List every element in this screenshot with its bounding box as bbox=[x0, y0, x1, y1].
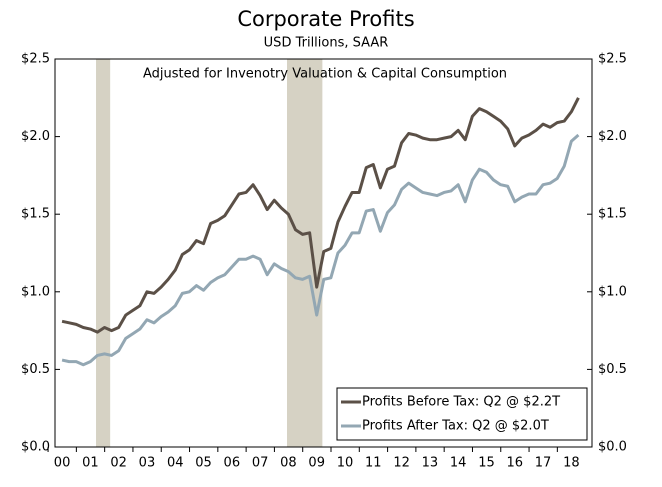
x-tick-label: 07 bbox=[252, 456, 269, 471]
legend-box bbox=[336, 387, 588, 441]
y-tick-label: $1.5 bbox=[21, 207, 50, 222]
legend-label: Profits After Tax: Q2 @ $2.0T bbox=[362, 419, 549, 434]
x-tick-label: 13 bbox=[422, 456, 439, 471]
y2-tick-label: $0.0 bbox=[598, 440, 627, 455]
y-tick-label: $2.0 bbox=[21, 129, 50, 144]
chart-title: Corporate Profits bbox=[237, 7, 414, 31]
y-tick-label: $0.0 bbox=[21, 440, 50, 455]
series-line bbox=[61, 133, 580, 367]
x-tick-label: 14 bbox=[450, 456, 467, 471]
plot-frame bbox=[54, 58, 593, 448]
y2-tick-label: $0.5 bbox=[598, 362, 627, 377]
x-tick-label: 11 bbox=[365, 456, 382, 471]
x-tick-label: 02 bbox=[110, 456, 127, 471]
x-tick-label: 01 bbox=[82, 456, 99, 471]
x-tick-label: 17 bbox=[535, 456, 552, 471]
series-line bbox=[61, 97, 580, 334]
y-tick-label: $1.0 bbox=[21, 284, 50, 299]
x-tick-label: 15 bbox=[478, 456, 495, 471]
y2-tick-label: $2.5 bbox=[598, 52, 627, 67]
legend-label: Profits Before Tax: Q2 @ $2.2T bbox=[362, 395, 560, 410]
x-tick-label: 10 bbox=[337, 456, 354, 471]
x-tick-label: 03 bbox=[139, 456, 156, 471]
y-tick-label: $0.5 bbox=[21, 362, 50, 377]
x-tick-label: 09 bbox=[308, 456, 325, 471]
y2-tick-label: $1.0 bbox=[598, 284, 627, 299]
x-tick-label: 05 bbox=[195, 456, 212, 471]
x-tick-label: 00 bbox=[54, 456, 71, 471]
y2-tick-label: $2.0 bbox=[598, 129, 627, 144]
recession-band bbox=[96, 59, 111, 447]
y-tick-label: $2.5 bbox=[21, 52, 50, 67]
annotation: Adjusted for Invenotry Valuation & Capit… bbox=[143, 67, 507, 82]
recession-band bbox=[287, 59, 323, 447]
chart-subtitle: USD Trillions, SAAR bbox=[264, 36, 389, 51]
x-tick-label: 12 bbox=[393, 456, 410, 471]
x-tick-label: 18 bbox=[563, 456, 580, 471]
x-tick-label: 16 bbox=[506, 456, 523, 471]
x-tick-label: 04 bbox=[167, 456, 184, 471]
x-tick-label: 06 bbox=[224, 456, 241, 471]
y2-tick-label: $1.5 bbox=[598, 207, 627, 222]
x-tick-label: 08 bbox=[280, 456, 297, 471]
